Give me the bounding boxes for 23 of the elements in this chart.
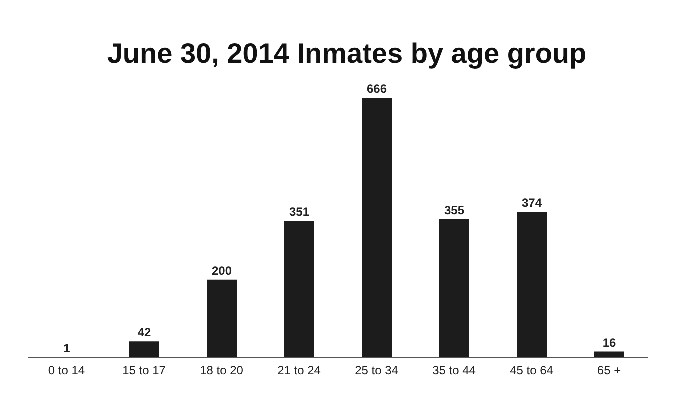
x-tick-label: 21 to 24 [278,364,322,378]
x-tick-label: 45 to 64 [510,364,554,378]
data-label: 16 [602,336,616,350]
x-tick-label: 0 to 14 [48,364,86,378]
data-label: 200 [212,264,232,278]
bar [362,98,392,358]
data-label: 42 [138,326,152,340]
bar [130,342,160,358]
x-tick-label: 15 to 17 [122,364,166,378]
bar [440,219,470,358]
bar [207,280,237,358]
bar [284,220,314,358]
x-tick-label: 65 + [597,364,622,378]
data-label: 374 [522,196,542,210]
data-label: 355 [444,203,465,218]
chart-title: June 30, 2014 Inmates by age group [106,37,588,71]
data-label: 666 [366,82,388,96]
data-label: 1 [64,342,71,356]
x-tick-label: 18 to 20 [200,364,244,378]
x-tick-label: 35 to 44 [432,364,476,378]
x-tick-label: 25 to 34 [355,364,399,378]
bar [517,212,547,358]
data-label: 351 [289,204,310,219]
